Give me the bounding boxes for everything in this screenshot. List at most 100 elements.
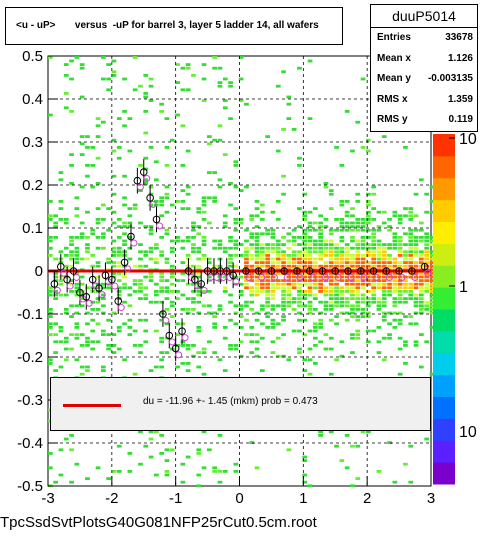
heat-cell — [164, 192, 170, 196]
heat-cell — [328, 293, 334, 297]
heat-cell — [233, 462, 239, 466]
heat-cell — [148, 99, 154, 102]
heat-cell — [286, 272, 292, 275]
heat-cell — [159, 311, 164, 315]
heat-cell — [350, 257, 355, 261]
y-axis-ticks: -0.5-0.4-0.3-0.2-0.100.10.20.30.40.5 — [17, 48, 58, 495]
heat-cell — [366, 340, 371, 344]
heat-cell — [127, 236, 133, 239]
heat-cell — [281, 264, 286, 268]
heat-cell — [355, 218, 361, 221]
heat-cell — [424, 340, 429, 344]
heat-cell — [212, 466, 217, 470]
heat-cell — [164, 232, 170, 236]
profile-point — [293, 267, 301, 275]
heat-cell — [323, 250, 329, 254]
heat-cell — [74, 214, 80, 218]
heat-cell — [334, 304, 339, 308]
heat-cell — [334, 275, 339, 279]
heat-cell — [339, 279, 345, 282]
heat-cell — [265, 297, 270, 300]
heat-cell — [138, 286, 143, 290]
heat-cell — [143, 297, 149, 300]
heat-cell — [69, 480, 74, 484]
heat-cell — [201, 430, 207, 434]
heat-cell — [244, 275, 249, 279]
heat-cell — [111, 333, 117, 336]
heat-cell — [169, 250, 175, 254]
heat-cell — [90, 254, 96, 257]
profile-point-alt — [360, 273, 368, 281]
heat-cell — [429, 326, 435, 329]
heat-cell — [419, 239, 424, 243]
heat-cell — [228, 257, 233, 261]
profile-point-alt — [258, 273, 266, 281]
profile-point-alt — [136, 183, 144, 191]
heat-cell — [376, 275, 382, 279]
heat-cell — [302, 480, 308, 484]
heat-cell — [148, 275, 154, 279]
heat-cell — [254, 272, 260, 275]
heat-cell — [249, 264, 255, 268]
heat-cell — [101, 365, 106, 369]
heat-cell — [122, 275, 127, 279]
profile-point — [305, 267, 314, 275]
heat-cell — [344, 286, 350, 290]
heat-cell — [297, 254, 302, 257]
heat-cell — [313, 243, 318, 246]
heat-cell — [408, 282, 414, 286]
heat-cell — [376, 264, 382, 268]
heat-cell — [366, 250, 371, 254]
heat-cell — [217, 239, 223, 243]
heat-cell — [180, 189, 186, 192]
heat-cell — [318, 239, 323, 243]
heat-cell — [302, 250, 308, 254]
heat-cell — [154, 365, 159, 369]
heat-cell — [212, 326, 217, 329]
heat-cell — [429, 272, 435, 275]
heat-cell — [366, 261, 371, 264]
heat-cell — [260, 210, 265, 214]
heat-cell — [334, 293, 339, 297]
heat-cell — [323, 243, 329, 246]
heat-cell — [159, 110, 164, 113]
heat-cell — [249, 441, 255, 444]
heat-cell — [69, 243, 74, 246]
heat-cell — [111, 192, 117, 196]
heat-cell — [419, 275, 424, 279]
heat-cell — [302, 333, 308, 336]
profile-point — [165, 331, 174, 340]
heat-cell — [408, 232, 414, 236]
heat-cell — [196, 351, 202, 354]
heat-cell — [408, 261, 414, 264]
heat-cell — [265, 135, 270, 138]
heat-cell — [79, 304, 85, 308]
heat-cell — [106, 347, 111, 351]
heat-cell — [376, 228, 382, 232]
heat-cell — [328, 275, 334, 279]
heat-cell — [207, 290, 212, 293]
heat-cell — [201, 290, 207, 293]
heat-cell — [334, 290, 339, 293]
heat-cell — [297, 297, 302, 300]
heat-cell — [217, 178, 223, 182]
heat-cell — [95, 236, 101, 239]
heat-cell — [159, 102, 164, 106]
heat-cell — [297, 290, 302, 293]
heat-cell — [381, 318, 387, 322]
heat-cell — [180, 88, 186, 92]
heat-cell — [392, 318, 398, 322]
heat-cell — [127, 326, 133, 329]
heat-cell — [313, 326, 318, 329]
profile-point-alt — [149, 200, 157, 208]
heat-cell — [185, 66, 191, 70]
heat-cell — [318, 434, 323, 437]
heat-cell — [201, 203, 207, 207]
heat-cell — [175, 236, 180, 239]
heat-cell — [254, 257, 260, 261]
heat-cell — [397, 275, 403, 279]
heat-cell — [424, 246, 429, 250]
heat-cell — [244, 246, 249, 250]
heat-cell — [201, 200, 207, 203]
heat-cell — [101, 232, 106, 236]
